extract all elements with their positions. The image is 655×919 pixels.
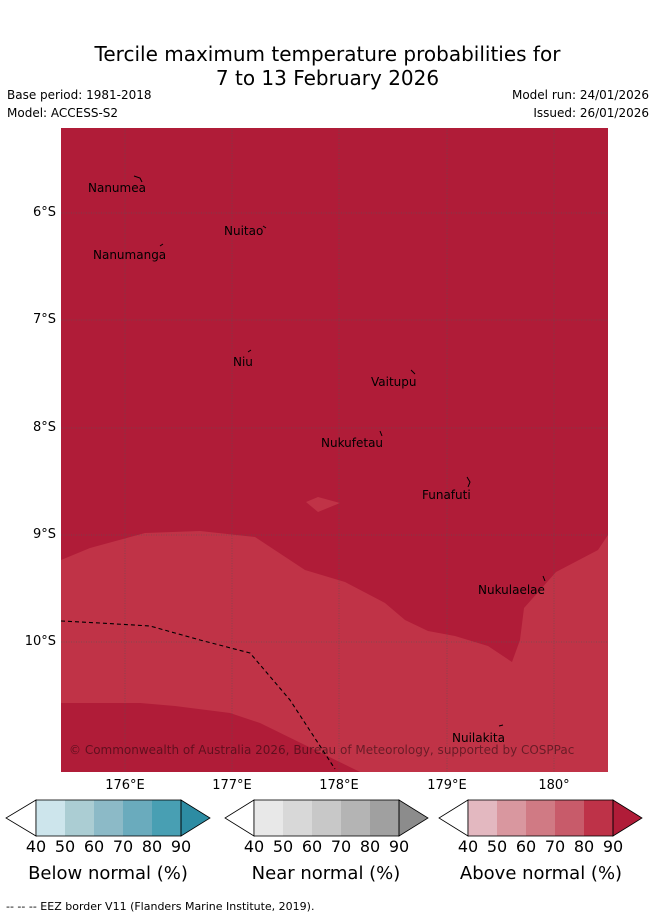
above-normal-80-patch xyxy=(306,497,340,512)
colorbar-below-70-80 xyxy=(123,800,152,836)
issued-date: Issued: 26/01/2026 xyxy=(533,106,649,120)
near-tick-80: 80 xyxy=(359,837,381,856)
eez-border-line xyxy=(60,620,336,770)
above-tick-50: 50 xyxy=(486,837,508,856)
island-outline-nanumanga xyxy=(159,243,164,247)
colorbar-near-80-90 xyxy=(370,800,399,836)
below-tick-40: 40 xyxy=(25,837,47,856)
lat-label-9s: 9°S xyxy=(32,527,56,542)
below-tick-80: 80 xyxy=(141,837,163,856)
colorbar-below-high-cap xyxy=(180,799,211,837)
colorbar-below-low-cap xyxy=(5,799,37,837)
copyright-notice: © Commonwealth of Australia 2026, Bureau… xyxy=(69,743,575,757)
colorbar-near-60-70 xyxy=(312,800,341,836)
colorbar-below-80-90 xyxy=(152,800,181,836)
colorbar-below-50-60 xyxy=(65,800,94,836)
below-tick-50: 50 xyxy=(54,837,76,856)
colorbar-above xyxy=(438,799,643,837)
colorbar-below xyxy=(5,799,211,837)
base-period: Base period: 1981-2018 xyxy=(7,88,152,102)
model-run: Model run: 24/01/2026 xyxy=(511,88,649,102)
near-tick-70: 70 xyxy=(330,837,352,856)
island-outline-funafuti xyxy=(466,476,471,488)
island-label-nukufetau: Nukufetau xyxy=(321,436,384,450)
colorbar-near-50-60 xyxy=(283,800,312,836)
map-title-line2: 7 to 13 February 2026 xyxy=(215,66,440,90)
island-label-nuitao: Nuitao xyxy=(224,224,264,238)
lat-label-10s: 10°S xyxy=(24,634,56,649)
island-outline-nanumea xyxy=(133,175,143,183)
colorbar-above-50-60 xyxy=(497,800,526,836)
island-label-nuilakita: Nuilakita xyxy=(452,731,505,745)
island-outline-nuilakita xyxy=(498,724,504,727)
near-tick-40: 40 xyxy=(243,837,265,856)
lat-label-8s: 8°S xyxy=(32,420,56,435)
colorbar-near-label: Near normal (%) xyxy=(251,863,401,884)
island-label-funafuti: Funafuti xyxy=(422,488,471,502)
above-tick-90: 90 xyxy=(602,837,624,856)
above-normal-80-region xyxy=(61,531,608,772)
colorbar-above-60-70 xyxy=(526,800,555,836)
colorbar-above-label: Above normal (%) xyxy=(459,863,623,884)
near-tick-50: 50 xyxy=(272,837,294,856)
graticule xyxy=(61,128,608,772)
colorbar-near-70-80 xyxy=(341,800,370,836)
colorbar-above-low-cap xyxy=(438,799,469,837)
colorbar-below-40-50 xyxy=(36,800,65,836)
lat-label-7s: 7°S xyxy=(32,312,56,327)
lon-label-180: 180° xyxy=(538,778,570,793)
above-tick-40: 40 xyxy=(457,837,479,856)
colorbar-near-40-50 xyxy=(254,800,283,836)
lon-label-179e: 179°E xyxy=(427,778,467,793)
lon-label-178e: 178°E xyxy=(319,778,359,793)
island-outlines xyxy=(133,175,546,727)
island-outline-nuitao xyxy=(262,225,267,229)
island-outline-nukufetau xyxy=(379,430,383,437)
island-label-nukulaelae: Nukulaelae xyxy=(478,583,545,597)
model-name: Model: ACCESS-S2 xyxy=(7,106,119,120)
island-label-nanumea: Nanumea xyxy=(88,181,146,195)
island-outline-niu xyxy=(247,349,252,353)
colorbar-above-80-90 xyxy=(584,800,613,836)
lon-label-176e: 176°E xyxy=(105,778,145,793)
eez-border-credit: -- -- -- EEZ border V11 (Flanders Marine… xyxy=(6,900,315,913)
colorbar-above-70-80 xyxy=(555,800,584,836)
island-outline-nukulaelae xyxy=(542,575,546,582)
above-tick-70: 70 xyxy=(544,837,566,856)
colorbar-below-label: Below normal (%) xyxy=(28,863,188,884)
colorbar-near-low-cap xyxy=(224,799,255,837)
map-title-line1: Tercile maximum temperature probabilitie… xyxy=(94,42,561,66)
below-tick-70: 70 xyxy=(112,837,134,856)
island-label-nanumanga: Nanumanga xyxy=(93,248,167,262)
colorbar-above-40-50 xyxy=(468,800,497,836)
below-tick-60: 60 xyxy=(83,837,105,856)
lat-label-6s: 6°S xyxy=(32,205,56,220)
near-tick-60: 60 xyxy=(301,837,323,856)
island-outline-vaitupu xyxy=(410,369,416,375)
below-tick-90: 90 xyxy=(170,837,192,856)
above-tick-60: 60 xyxy=(515,837,537,856)
above-tick-80: 80 xyxy=(573,837,595,856)
island-label-vaitupu: Vaitupu xyxy=(371,375,417,389)
colorbar-above-high-cap xyxy=(612,799,643,837)
near-tick-90: 90 xyxy=(388,837,410,856)
colorbar-near xyxy=(224,799,429,837)
lon-label-177e: 177°E xyxy=(212,778,252,793)
colorbar-below-60-70 xyxy=(94,800,123,836)
colorbar-near-high-cap xyxy=(398,799,429,837)
island-label-niu: Niu xyxy=(233,355,253,369)
